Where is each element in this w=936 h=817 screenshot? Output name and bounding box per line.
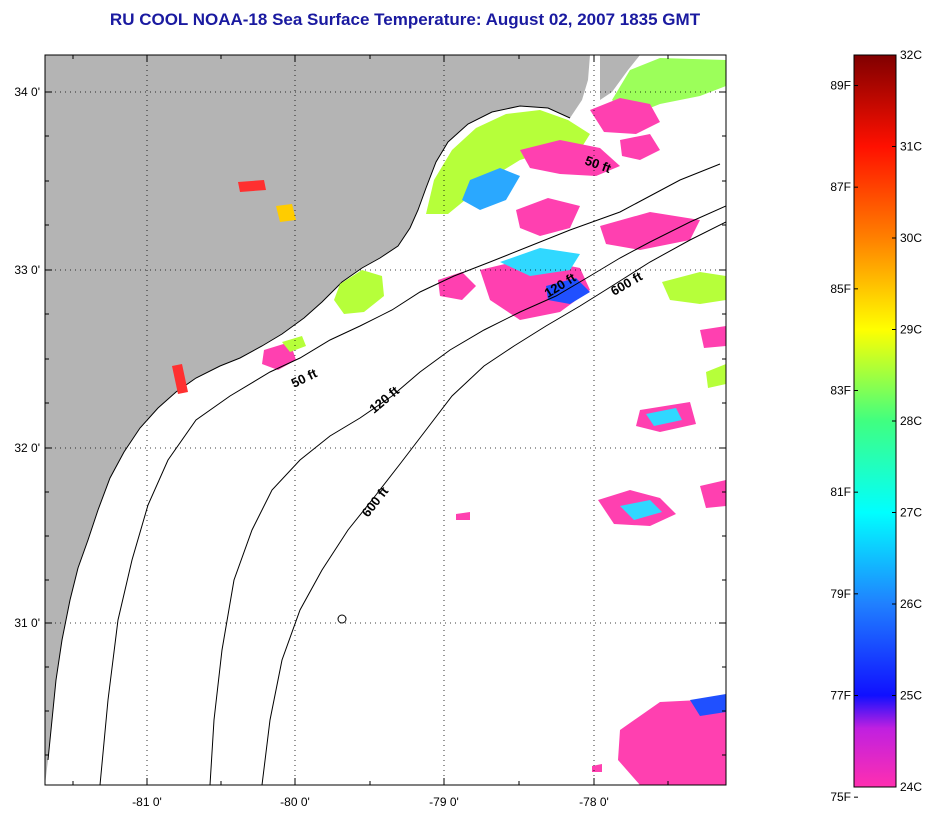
colorbar-celsius-label: 24C (900, 780, 922, 794)
contour-120ft (209, 205, 726, 785)
lon-label-81: -81 0' (132, 795, 162, 809)
lat-label-33: 33 0' (14, 263, 40, 277)
colorbar-celsius-label: 25C (900, 689, 922, 703)
coastline (47, 105, 571, 761)
contour-600ft-island (337, 614, 347, 624)
sst-patches (172, 58, 726, 785)
map-title: RU COOL NOAA-18 Sea Surface Temperature:… (109, 10, 701, 29)
lat-label-34: 34 0' (14, 85, 40, 99)
map-frame (44, 54, 727, 786)
colorbar-celsius-label: 26C (900, 597, 922, 611)
colorbar-fahrenheit-label: 79F (830, 587, 851, 601)
colorbar-gradient (853, 54, 897, 788)
graticule (45, 55, 726, 785)
axis-ticks (45, 55, 726, 785)
colorbar-fahrenheit-label: 89F (830, 79, 851, 93)
colorbar-celsius-label: 28C (900, 414, 922, 428)
colorbar-fahrenheit-label: 81F (830, 485, 851, 499)
lon-label-80: -80 0' (280, 795, 310, 809)
contour-50ft (99, 163, 721, 785)
colorbar-fahrenheit-label: 83F (830, 384, 851, 398)
colorbar-celsius-label: 27C (900, 506, 922, 520)
colorbar-celsius-label: 32C (900, 48, 922, 62)
colorbar-celsius-ticks: 32C 31C 30C 29C 28C 27C 26C 25C 24C (892, 48, 922, 794)
contour-600ft (261, 221, 726, 785)
colorbar-fahrenheit-ticks: 89F 87F 85F 83F 81F 79F 77F 75F (830, 79, 858, 804)
lon-label-79: -79 0' (429, 795, 459, 809)
colorbar: 89F 87F 85F 83F 81F 79F 77F 75F 32C 31C 30C 29C 28C… (830, 48, 922, 804)
colorbar-fahrenheit-label: 87F (830, 180, 851, 194)
colorbar-fahrenheit-label: 77F (830, 689, 851, 703)
colorbar-fahrenheit-label: 75F (830, 790, 851, 804)
colorbar-fahrenheit-label: 85F (830, 282, 851, 296)
longitude-labels: -81 0' -80 0' -79 0' -78 0' (132, 795, 609, 809)
latitude-labels: 34 0' 33 0' 32 0' 31 0' (14, 85, 40, 630)
lon-label-78: -78 0' (579, 795, 609, 809)
land-mass-northeast (600, 55, 640, 100)
lat-label-32: 32 0' (14, 441, 40, 455)
colorbar-celsius-label: 29C (900, 323, 922, 337)
land-mass (45, 55, 590, 785)
colorbar-celsius-label: 30C (900, 231, 922, 245)
lat-label-31: 31 0' (14, 616, 40, 630)
colorbar-celsius-label: 31C (900, 140, 922, 154)
